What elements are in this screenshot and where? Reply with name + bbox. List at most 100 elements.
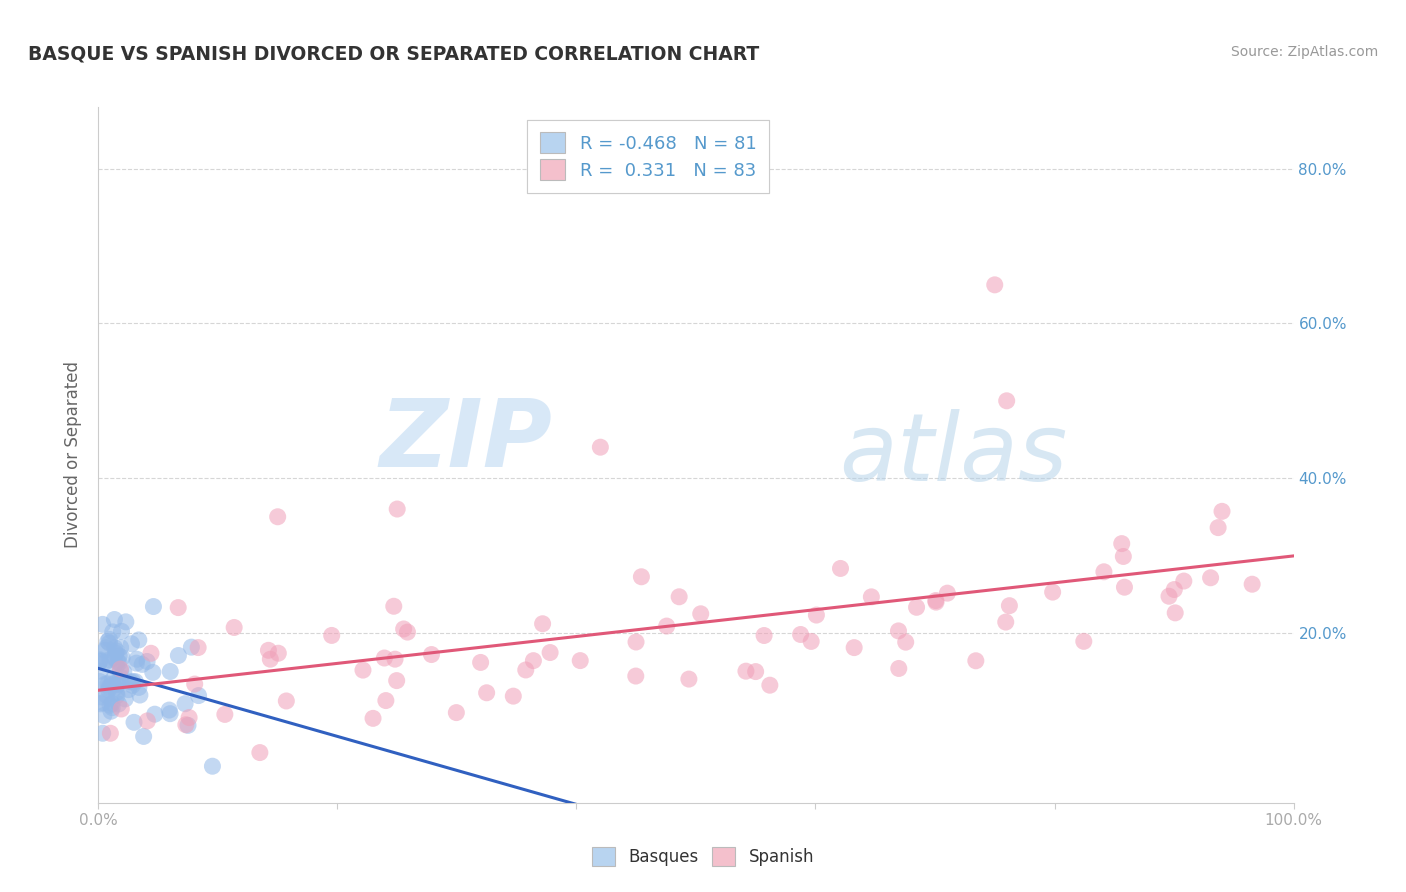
Point [174, 697, 197, 711]
Legend: R = -0.468   N = 81, R =  0.331   N = 83: R = -0.468 N = 81, R = 0.331 N = 83 [527, 120, 769, 193]
Text: BASQUE VS SPANISH DIVORCED OR SEPARATED CORRELATION CHART: BASQUE VS SPANISH DIVORCED OR SEPARATED … [28, 45, 759, 63]
Point [89, 674, 111, 689]
Point [98, 698, 121, 713]
Point [267, 646, 290, 660]
Point [104, 640, 127, 655]
Point [1114, 580, 1136, 594]
Point [108, 648, 131, 663]
Point [887, 624, 910, 638]
Point [1206, 521, 1229, 535]
Point [385, 502, 409, 516]
Point [100, 726, 122, 740]
Point [752, 628, 775, 642]
Point [98, 636, 121, 650]
Point [128, 681, 150, 695]
Point [117, 682, 139, 697]
Point [107, 677, 129, 691]
Point [94, 677, 117, 691]
Point [105, 689, 128, 703]
Point [361, 711, 384, 725]
Point [382, 599, 405, 614]
Point [1092, 565, 1115, 579]
Point [373, 651, 395, 665]
Point [1211, 504, 1233, 518]
Point [1042, 585, 1064, 599]
Point [936, 586, 959, 600]
Point [91, 617, 114, 632]
Point [1173, 574, 1195, 588]
Point [177, 710, 200, 724]
Point [183, 677, 205, 691]
Point [98, 653, 121, 667]
Point [96, 688, 118, 702]
Point [905, 600, 928, 615]
Point [132, 730, 155, 744]
Point [115, 615, 138, 629]
Text: Source: ZipAtlas.com: Source: ZipAtlas.com [1230, 45, 1378, 59]
Point [689, 607, 711, 621]
Point [538, 646, 561, 660]
Point [475, 686, 498, 700]
Point [984, 277, 1007, 292]
Point [131, 657, 153, 672]
Point [101, 673, 124, 687]
Point [420, 648, 443, 662]
Point [110, 702, 132, 716]
Point [97, 682, 120, 697]
Point [249, 746, 271, 760]
Point [446, 706, 468, 720]
Point [93, 656, 115, 670]
Point [110, 624, 132, 639]
Point [385, 673, 408, 688]
Point [624, 669, 647, 683]
Point [110, 662, 132, 676]
Point [90, 690, 112, 704]
Point [128, 632, 150, 647]
Point [470, 656, 492, 670]
Point [90, 654, 112, 668]
Point [112, 665, 135, 680]
Point [107, 697, 129, 711]
Point [125, 652, 148, 666]
Point [159, 665, 181, 679]
Point [1163, 582, 1185, 597]
Point [276, 694, 298, 708]
Point [965, 654, 987, 668]
Point [120, 637, 142, 651]
Point [174, 717, 197, 731]
Point [89, 664, 111, 678]
Point [384, 652, 406, 666]
Point [110, 664, 132, 678]
Point [392, 622, 415, 636]
Point [925, 595, 948, 609]
Point [624, 635, 647, 649]
Point [91, 696, 114, 710]
Point [89, 653, 111, 667]
Point [128, 688, 150, 702]
Point [374, 693, 396, 707]
Point [655, 619, 678, 633]
Point [114, 692, 136, 706]
Point [187, 640, 209, 655]
Legend: Basques, Spanish: Basques, Spanish [583, 838, 823, 875]
Point [136, 655, 159, 669]
Point [995, 393, 1018, 408]
Point [105, 655, 128, 669]
Point [101, 697, 124, 711]
Point [120, 674, 142, 689]
Point [167, 600, 190, 615]
Point [180, 640, 202, 654]
Point [110, 670, 132, 684]
Point [201, 759, 224, 773]
Point [1112, 549, 1135, 564]
Point [257, 643, 280, 657]
Point [136, 714, 159, 728]
Point [100, 704, 122, 718]
Point [830, 561, 852, 575]
Point [396, 625, 419, 640]
Point [1241, 577, 1264, 591]
Point [104, 681, 127, 695]
Point [1199, 571, 1222, 585]
Point [531, 616, 554, 631]
Point [142, 599, 165, 614]
